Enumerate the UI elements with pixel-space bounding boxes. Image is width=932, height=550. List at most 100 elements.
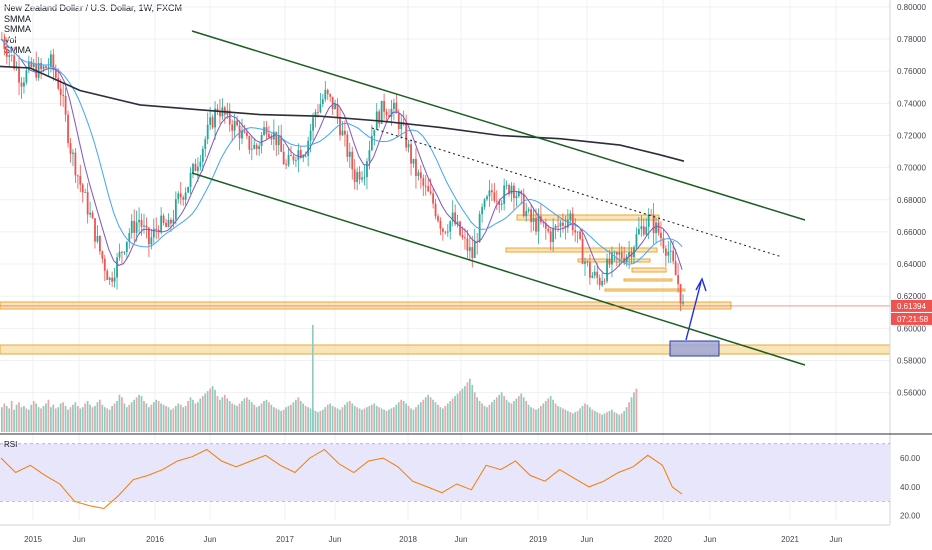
volume-bar bbox=[591, 409, 594, 432]
candle-body bbox=[277, 136, 280, 146]
candle-body bbox=[260, 134, 263, 146]
candle-body bbox=[640, 226, 643, 230]
rsi-line bbox=[0, 448, 683, 510]
candle-body bbox=[99, 235, 101, 252]
volume-bar bbox=[336, 408, 339, 432]
candle-body bbox=[522, 193, 525, 217]
price-tick-label: 0.72000 bbox=[897, 131, 926, 140]
volume-bar bbox=[429, 397, 432, 432]
volume-bar bbox=[456, 393, 459, 432]
volume-bar bbox=[415, 407, 417, 432]
volume-bar bbox=[94, 405, 96, 432]
rsi-tick-label: 60.00 bbox=[900, 454, 921, 463]
candle-body bbox=[216, 108, 219, 111]
volume-bar bbox=[201, 396, 204, 432]
candle-body bbox=[182, 197, 185, 200]
candle-body bbox=[449, 221, 452, 232]
volume-bar bbox=[483, 405, 486, 432]
volume-bar bbox=[290, 404, 292, 432]
candle-body bbox=[317, 112, 319, 113]
volume-bar bbox=[361, 409, 363, 432]
candle-body bbox=[562, 222, 564, 226]
volume-bar bbox=[108, 409, 111, 432]
volume-bar bbox=[574, 412, 577, 432]
candle-body bbox=[542, 222, 545, 223]
volume-bar bbox=[236, 405, 238, 432]
candle-body bbox=[241, 130, 243, 139]
price-tick-label: 0.78000 bbox=[897, 35, 926, 44]
volume-bar bbox=[542, 403, 545, 432]
candle-body bbox=[321, 99, 324, 105]
volume-bar bbox=[86, 401, 89, 432]
candle-body bbox=[400, 122, 403, 129]
volume-bar bbox=[285, 407, 287, 432]
volume-bar bbox=[623, 410, 626, 432]
volume-bar bbox=[405, 403, 407, 432]
time-tick-label: 2017 bbox=[276, 535, 294, 544]
rsi-band bbox=[0, 443, 890, 502]
volume-bar bbox=[243, 398, 246, 432]
price-tick-label: 0.74000 bbox=[897, 99, 926, 108]
volume-bar bbox=[422, 399, 425, 432]
volume-bar bbox=[45, 403, 47, 432]
volume-bar bbox=[606, 412, 608, 432]
candle-body bbox=[488, 190, 491, 197]
volume-bar bbox=[461, 388, 464, 432]
volume-bar bbox=[444, 405, 447, 432]
candle-body bbox=[280, 136, 283, 152]
volume-bar bbox=[263, 401, 265, 432]
volume-bar bbox=[498, 394, 501, 432]
volume-bar bbox=[437, 404, 439, 432]
volume-bar bbox=[410, 408, 412, 432]
candle-body bbox=[466, 238, 469, 251]
volume-bar bbox=[62, 402, 64, 432]
candle-body bbox=[589, 262, 591, 278]
candle-body bbox=[23, 82, 25, 87]
candle-body bbox=[368, 150, 371, 162]
candle-body bbox=[395, 102, 398, 114]
candle-body bbox=[118, 251, 121, 258]
candle-body bbox=[613, 252, 616, 253]
volume-bar bbox=[466, 382, 469, 432]
price-axis[interactable]: 0.80000 0.78000 0.76000 0.74000 0.72000 0.700… bbox=[889, 0, 932, 525]
volume-bar bbox=[197, 402, 199, 432]
price-tick-label: 0.64000 bbox=[897, 260, 926, 269]
smma-fast bbox=[0, 38, 683, 275]
volume-bar bbox=[500, 392, 503, 432]
volume-bar bbox=[297, 397, 300, 432]
volume-bar bbox=[89, 404, 91, 432]
candle-body bbox=[339, 117, 341, 136]
volume-bar bbox=[277, 409, 280, 432]
candle-body bbox=[30, 61, 33, 68]
volume-bar bbox=[13, 409, 15, 432]
volume-bar bbox=[177, 403, 180, 432]
volume-bar bbox=[620, 413, 623, 432]
dashed-resistance bbox=[371, 127, 783, 258]
volume-bar bbox=[54, 408, 57, 432]
volume-bar bbox=[84, 403, 87, 432]
rsi-label: RSI bbox=[4, 440, 17, 449]
volume-bar bbox=[598, 413, 601, 432]
time-axis[interactable]: 2015 Jun 2016 Jun 2017 Jun 2018 Jun 2019 Jun 2020 J… bbox=[0, 524, 890, 544]
time-tick-label: 2015 bbox=[24, 535, 42, 544]
rsi-pane: RSI 60.00 40.00 20.00 bbox=[0, 433, 932, 521]
volume-bar bbox=[326, 404, 329, 432]
volume-bar bbox=[566, 410, 569, 432]
countdown-label: 07:21:58 bbox=[897, 315, 929, 324]
volume-bar bbox=[223, 394, 226, 432]
candle-body bbox=[576, 231, 579, 233]
candle-body bbox=[667, 251, 670, 256]
candle-body bbox=[515, 196, 518, 199]
volume-bar bbox=[111, 405, 113, 432]
candle-body bbox=[397, 113, 400, 129]
candle-body bbox=[18, 67, 20, 83]
support-resistance-zones bbox=[0, 214, 891, 357]
candle-body bbox=[434, 203, 437, 217]
volume-bar bbox=[128, 404, 131, 432]
candle-body bbox=[89, 212, 91, 215]
volume-bar bbox=[532, 408, 535, 432]
volume-bar bbox=[187, 401, 189, 432]
volume-bar bbox=[32, 401, 35, 432]
candle-body bbox=[620, 252, 623, 259]
